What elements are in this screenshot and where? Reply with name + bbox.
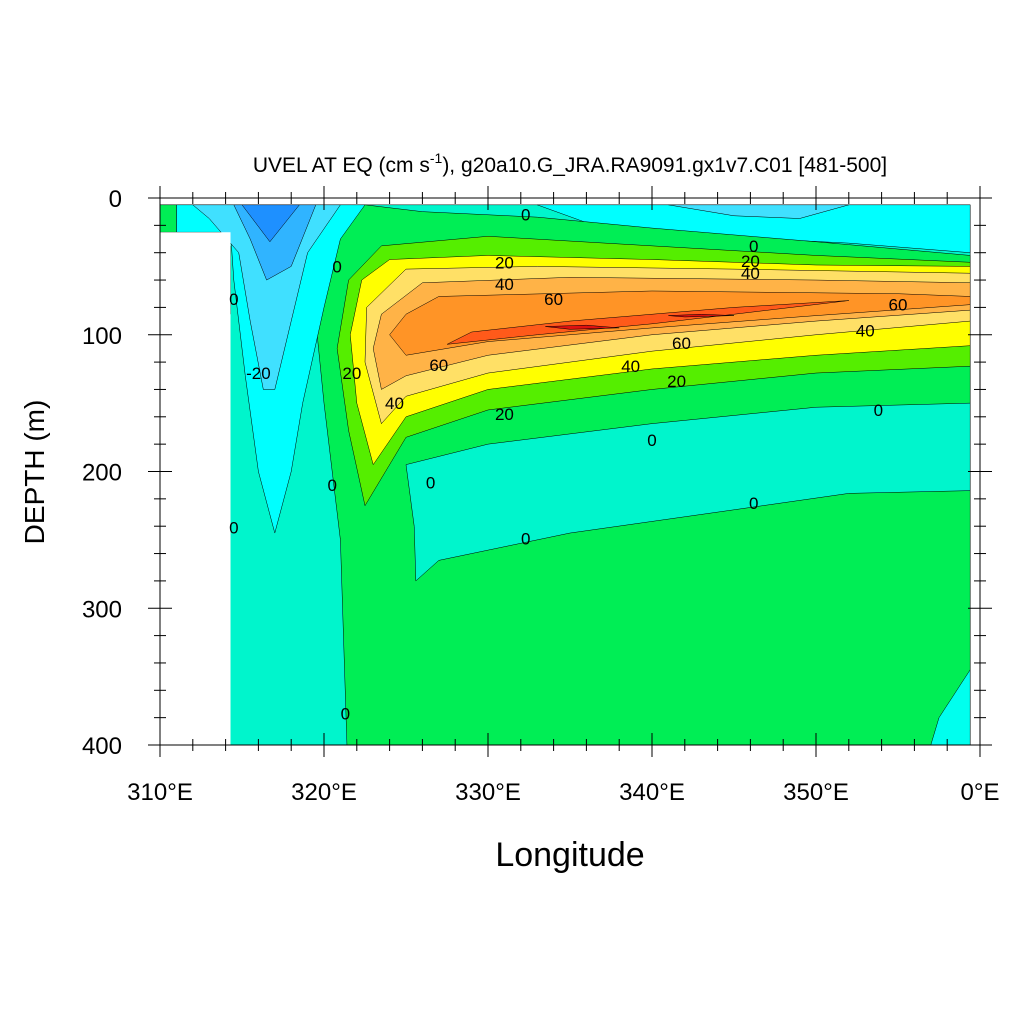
contour-label: 0: [749, 494, 758, 513]
contour-region: [545, 324, 620, 330]
y-tick-label: 100: [82, 323, 122, 350]
contour-label: 40: [385, 394, 404, 413]
contour-label: 60: [544, 290, 563, 309]
contour-label: 40: [621, 357, 640, 376]
y-tick-label: 400: [82, 733, 122, 760]
contour-region: [668, 204, 849, 219]
y-tick-label: 0: [109, 186, 122, 213]
contour-region: [405, 402, 971, 582]
x-tick-label: 330°E: [455, 779, 521, 806]
contour-label: 0: [341, 705, 350, 724]
contour-label: 60: [429, 356, 448, 375]
contour-label: 0: [521, 530, 530, 549]
contour-label: 0: [749, 237, 758, 256]
y-tick-label: 200: [82, 460, 122, 487]
contour-label: 0: [426, 473, 435, 492]
land-mask: [160, 232, 231, 745]
contour-label: 20: [741, 252, 760, 271]
x-tick-label: 350°E: [783, 779, 849, 806]
contour-region: [668, 313, 735, 318]
contour-label: 40: [495, 275, 514, 294]
contour-region: [241, 204, 300, 243]
contour-label: 40: [856, 322, 875, 341]
contour-label: 0: [874, 401, 883, 420]
contour-region: [389, 290, 971, 356]
contour-label: 20: [342, 364, 361, 383]
contour-label: 0: [327, 476, 336, 495]
x-tick-label: 340°E: [619, 779, 685, 806]
contour-label: 60: [889, 296, 908, 315]
x-tick-label: 320°E: [291, 779, 357, 806]
title-sup: -1: [430, 150, 443, 166]
title-rest: ), g20a10.G_JRA.RA9091.gx1v7.C01 [481-50…: [442, 154, 887, 177]
contour-label: 20: [495, 253, 514, 272]
contour-region: [159, 204, 177, 233]
x-tick-label: 310°E: [127, 779, 193, 806]
y-tick-label: 300: [82, 596, 122, 623]
contour-label: 0: [647, 431, 656, 450]
contour-label: 60: [672, 334, 691, 353]
contour-label: 20: [495, 405, 514, 424]
contour-label: 0: [229, 290, 238, 309]
x-axis-label: Longitude: [495, 836, 644, 874]
y-axis-label: DEPTH (m): [19, 400, 50, 545]
contour-label: 40: [741, 264, 760, 283]
x-tick-label: 0°E: [961, 779, 1000, 806]
chart-title: UVEL AT EQ (cm s-1), g20a10.G_JRA.RA9091…: [253, 150, 887, 177]
contour-label: 0: [229, 519, 238, 538]
contour-region: [446, 300, 849, 345]
contour-label: 0: [332, 257, 341, 276]
contour-label: -20: [246, 364, 271, 383]
title-main: UVEL AT EQ (cm s: [253, 154, 430, 177]
contour-region: [233, 204, 317, 281]
contour-label: 0: [521, 205, 530, 224]
contour-label: 20: [667, 372, 686, 391]
